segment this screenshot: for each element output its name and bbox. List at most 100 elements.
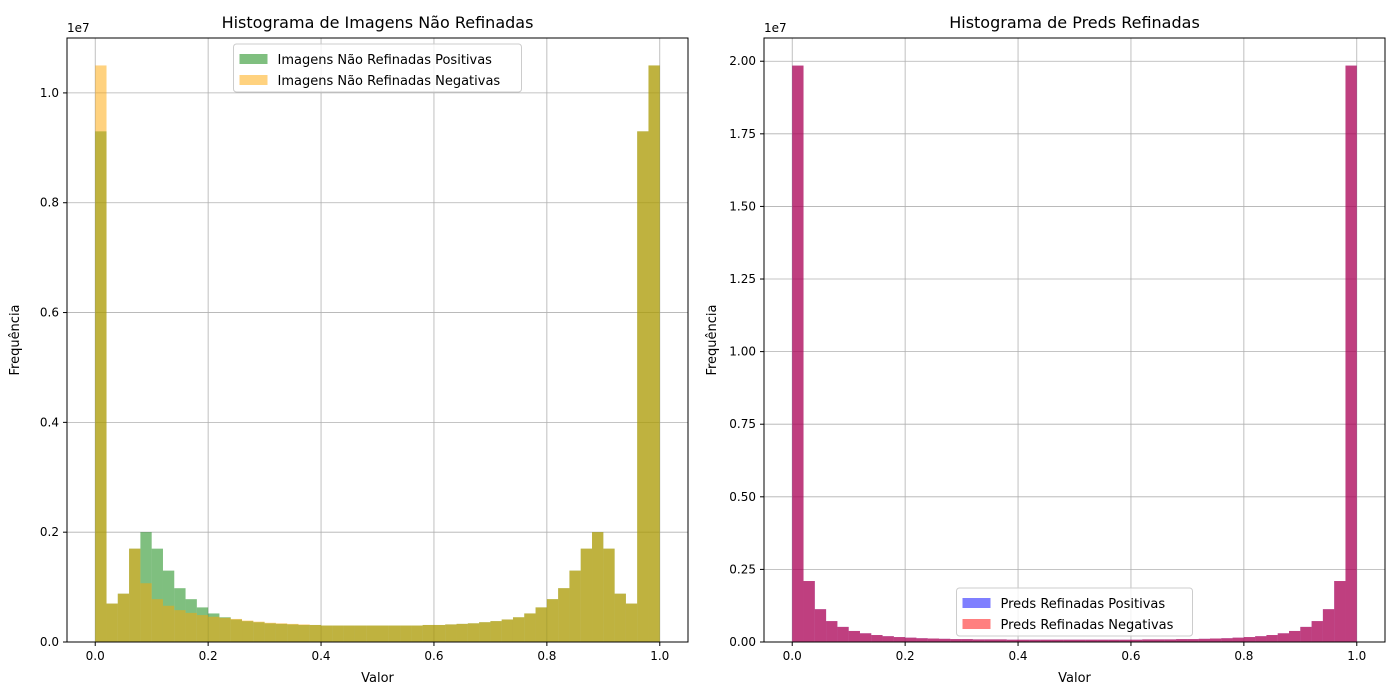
histogram-bar-s2-b2 (814, 609, 827, 642)
legend-label: Preds Refinadas Negativas (1001, 618, 1174, 633)
histogram-bar-s2-b22 (1040, 639, 1052, 642)
histogram-bar-s2-b37 (512, 617, 525, 642)
histogram-bar-s2-b34 (1176, 639, 1188, 642)
histogram-bar-s2-b33 (467, 623, 480, 642)
x-tick-label: 0.8 (537, 649, 556, 663)
histogram-bar-s2-b11 (219, 617, 231, 642)
histogram-bar-s2-b49 (1345, 65, 1357, 642)
histogram-bar-s2-b45 (1300, 626, 1312, 642)
histogram-bar-s2-b29 (1119, 639, 1131, 642)
histogram-bar-s2-b10 (208, 616, 220, 642)
histogram-bar-s2-b32 (456, 623, 468, 642)
legend-swatch (239, 54, 268, 64)
histogram-bar-s2-b19 (309, 624, 322, 642)
y-offset-label: 1e7 (764, 21, 787, 35)
y-tick-label: 0.0 (40, 635, 59, 649)
histogram-bar-s2-b42 (569, 570, 581, 642)
histogram-bar-s2-b38 (524, 613, 536, 642)
histogram-bar-s2-b17 (287, 623, 299, 642)
histogram-bar-s2-b10 (905, 637, 917, 642)
x-tick-label: 0.8 (1234, 649, 1253, 663)
series-1 (95, 65, 660, 643)
histogram-bar-s2-b35 (490, 621, 502, 642)
legend-swatch (239, 75, 268, 85)
x-axis-label: Valor (361, 671, 394, 686)
histogram-bar-s2-b44 (592, 532, 604, 642)
histogram-bar-s2-b2 (117, 593, 130, 642)
y-tick-label: 0.4 (40, 415, 59, 429)
histogram-bar-s2-b4 (140, 583, 152, 642)
legend-label: Imagens Não Refinadas Negativas (278, 74, 501, 89)
histogram-bar-s2-b46 (1311, 621, 1323, 642)
histogram-bar-s2-b1 (106, 603, 118, 642)
histogram-bar-s2-b6 (162, 605, 175, 642)
chart-panel-2: 0.0 0.2 0.4 0.6 0.8 1.0 0.00 0.25 0.50 0.75 1.00 1.… (705, 13, 1386, 686)
histogram-bar-s2-b0 (95, 65, 107, 643)
histogram-bar-s2-b14 (950, 639, 962, 642)
legend: Imagens Não Refinadas Positivas Imagens N… (233, 43, 522, 93)
histogram-bar-s2-b28 (411, 625, 423, 642)
histogram-bar-s2-b30 (433, 624, 446, 642)
histogram-bar-s2-b34 (479, 622, 491, 642)
histogram-bar-s2-b23 (354, 625, 367, 642)
histogram-bar-s2-b13 (242, 620, 254, 642)
histogram-bar-s2-b36 (501, 619, 513, 642)
y-tick-label: 0.25 (729, 562, 756, 576)
y-tick-label: 0.6 (40, 306, 59, 320)
x-tick-label: 0.4 (311, 649, 330, 663)
chart-panel-1: 0.0 0.2 0.4 0.6 0.8 1.0 0.0 0.2 0.4 0.6 0.8 1.0 1e7 H… (8, 13, 689, 686)
histogram-bar-s2-b19 (1006, 639, 1019, 642)
histogram-bar-s2-b21 (1029, 639, 1041, 642)
histogram-bar-s2-b31 (445, 624, 457, 642)
histogram-bar-s2-b33 (1164, 639, 1177, 642)
y-tick-label: 0.75 (729, 417, 756, 431)
y-tick-label: 0.00 (729, 635, 756, 649)
histogram-bar-s2-b7 (871, 635, 883, 642)
legend: Preds Refinadas Positivas Preds Refinadas… (956, 587, 1193, 637)
histogram-bar-s2-b25 (1074, 639, 1086, 642)
chart-title: Histograma de Imagens Não Refinadas (222, 13, 534, 32)
legend-label: Imagens Não Refinadas Positivas (278, 53, 493, 68)
y-tick-label: 1.25 (729, 272, 756, 286)
histogram-bar-s2-b16 (972, 639, 985, 642)
y-offset-label: 1e7 (67, 21, 90, 35)
histogram-bar-s2-b13 (939, 638, 951, 642)
histogram-bar-s2-b20 (1018, 639, 1030, 642)
histogram-bar-s2-b41 (558, 588, 570, 642)
y-tick-label: 1.00 (729, 345, 756, 359)
histogram-bar-s2-b15 (961, 639, 973, 642)
histogram-bar-s2-b5 (848, 630, 860, 642)
y-tick-label: 1.0 (40, 86, 59, 100)
histogram-bar-s2-b32 (1153, 639, 1165, 642)
x-tick-label: 0.2 (896, 649, 915, 663)
histogram-bar-s2-b26 (1085, 639, 1098, 642)
histogram-bar-s2-b27 (1097, 639, 1109, 642)
histogram-bar-s2-b46 (614, 593, 626, 642)
histogram-bar-s2-b5 (151, 599, 163, 642)
histogram-bar-s2-b35 (1187, 639, 1199, 642)
y-axis-label: Frequência (8, 304, 23, 375)
histogram-bar-s2-b39 (1232, 637, 1244, 642)
x-axis-label: Valor (1058, 671, 1091, 686)
series-2 (792, 65, 1357, 642)
histogram-bar-s2-b42 (1266, 635, 1278, 642)
histogram-bar-s2-b8 (185, 612, 197, 642)
histogram-bar-s2-b3 (129, 548, 141, 642)
x-tick-label: 0.0 (86, 649, 105, 663)
histogram-bar-s2-b22 (343, 625, 355, 642)
histogram-bar-s2-b43 (580, 548, 593, 642)
histogram-bar-s2-b27 (400, 625, 412, 642)
y-tick-label: 0.8 (40, 196, 59, 210)
histogram-bar-s2-b48 (637, 131, 649, 642)
histogram-bar-s2-b18 (995, 639, 1007, 642)
histogram-bar-s2-b49 (648, 65, 660, 643)
histogram-bar-s2-b40 (546, 599, 559, 642)
x-tick-label: 0.0 (783, 649, 802, 663)
histogram-bar-s2-b6 (859, 633, 872, 642)
y-axis-label: Frequência (705, 304, 720, 375)
histogram-bar-s2-b45 (603, 548, 615, 642)
legend-box (233, 43, 522, 93)
histogram-bar-s2-b37 (1209, 638, 1222, 642)
histogram-bar-s2-b44 (1289, 630, 1301, 642)
